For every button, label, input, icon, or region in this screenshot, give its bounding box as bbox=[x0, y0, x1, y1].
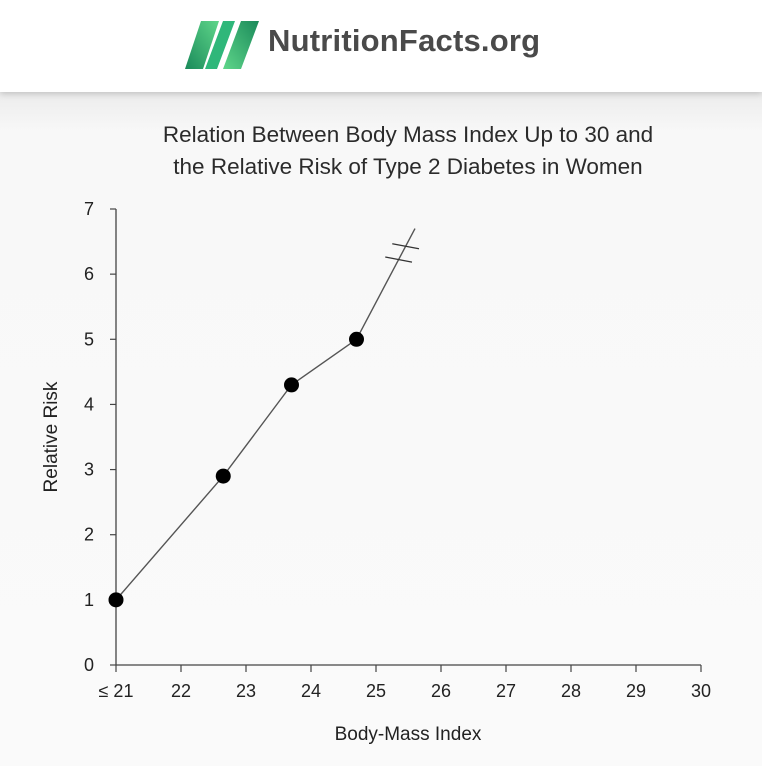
x-tick-label: 30 bbox=[691, 681, 711, 701]
x-axis-label: Body-Mass Index bbox=[335, 724, 482, 745]
brand-name[interactable]: NutritionFacts.org bbox=[268, 23, 541, 58]
series-polyline bbox=[115, 338, 357, 601]
chart-panel: Relation Between Body Mass Index Up to 3… bbox=[0, 92, 762, 766]
x-axis-ticks: ≤ 21 22 23 24 25 26 27 28 29 30 bbox=[99, 665, 711, 701]
x-tick-label: ≤ 21 bbox=[99, 681, 134, 701]
y-tick-label: 3 bbox=[84, 460, 94, 480]
nutritionfacts-n-logo-icon[interactable] bbox=[183, 19, 261, 71]
site-header: NutritionFacts.org bbox=[0, 0, 762, 92]
y-tick-label: 4 bbox=[84, 394, 94, 414]
series-markers bbox=[108, 331, 364, 608]
x-tick-label: 27 bbox=[496, 681, 516, 701]
y-tick-label: 6 bbox=[84, 264, 94, 284]
y-tick-label: 5 bbox=[84, 329, 94, 349]
y-axis-ticks: 0 1 2 3 4 5 6 7 bbox=[84, 199, 116, 675]
y-tick-label: 1 bbox=[84, 590, 94, 610]
x-tick-label: 26 bbox=[431, 681, 451, 701]
data-point bbox=[284, 377, 299, 393]
data-point bbox=[108, 592, 124, 608]
y-tick-label: 0 bbox=[84, 655, 94, 675]
x-tick-label: 23 bbox=[236, 681, 256, 701]
chart-title-line-2: the Relative Risk of Type 2 Diabetes in … bbox=[173, 154, 642, 179]
chart-axes bbox=[115, 209, 701, 666]
x-tick-label: 28 bbox=[561, 681, 581, 701]
x-tick-label: 22 bbox=[171, 681, 191, 701]
y-tick-label: 2 bbox=[84, 525, 94, 545]
x-tick-label: 29 bbox=[626, 681, 646, 701]
series-line bbox=[115, 228, 420, 601]
series-continuation bbox=[355, 228, 416, 340]
y-axis-label: Relative Risk bbox=[41, 381, 62, 492]
y-tick-label: 7 bbox=[84, 199, 94, 219]
axis-break-mark bbox=[385, 256, 413, 263]
data-point bbox=[215, 468, 231, 484]
axis-break-mark bbox=[392, 243, 420, 250]
chart-title-line-1: Relation Between Body Mass Index Up to 3… bbox=[163, 122, 653, 147]
data-point bbox=[349, 331, 364, 347]
diabetes-risk-chart: Relation Between Body Mass Index Up to 3… bbox=[41, 122, 711, 745]
x-tick-label: 24 bbox=[301, 681, 321, 701]
x-tick-label: 25 bbox=[366, 681, 386, 701]
